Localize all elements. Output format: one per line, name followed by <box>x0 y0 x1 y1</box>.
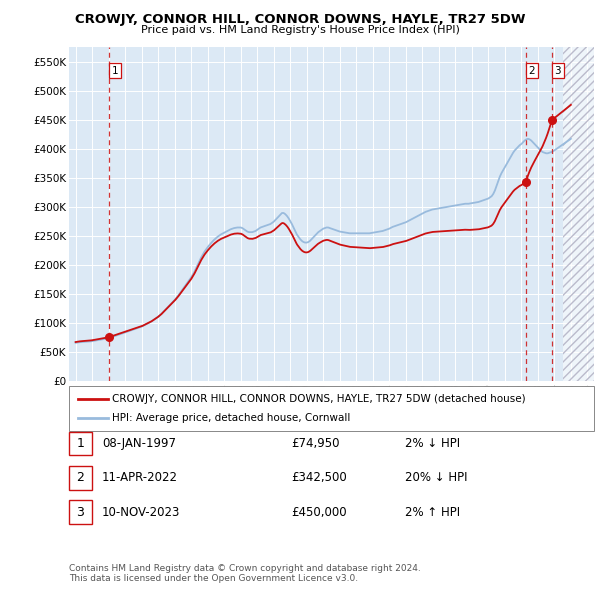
Text: 1: 1 <box>112 65 118 76</box>
Text: 10-NOV-2023: 10-NOV-2023 <box>102 506 181 519</box>
Text: £450,000: £450,000 <box>291 506 347 519</box>
Text: 3: 3 <box>554 65 561 76</box>
Text: £74,950: £74,950 <box>291 437 340 450</box>
Text: Price paid vs. HM Land Registry's House Price Index (HPI): Price paid vs. HM Land Registry's House … <box>140 25 460 35</box>
Text: CROWJY, CONNOR HILL, CONNOR DOWNS, HAYLE, TR27 5DW: CROWJY, CONNOR HILL, CONNOR DOWNS, HAYLE… <box>75 13 525 26</box>
Text: 1: 1 <box>76 437 85 450</box>
Text: 2% ↓ HPI: 2% ↓ HPI <box>405 437 460 450</box>
Text: HPI: Average price, detached house, Cornwall: HPI: Average price, detached house, Corn… <box>112 414 350 423</box>
Bar <box>563 47 600 381</box>
Text: 2: 2 <box>529 65 535 76</box>
Text: 3: 3 <box>76 506 85 519</box>
Text: CROWJY, CONNOR HILL, CONNOR DOWNS, HAYLE, TR27 5DW (detached house): CROWJY, CONNOR HILL, CONNOR DOWNS, HAYLE… <box>112 394 526 404</box>
Text: £342,500: £342,500 <box>291 471 347 484</box>
Text: 2% ↑ HPI: 2% ↑ HPI <box>405 506 460 519</box>
Text: Contains HM Land Registry data © Crown copyright and database right 2024.
This d: Contains HM Land Registry data © Crown c… <box>69 563 421 583</box>
Text: 2: 2 <box>76 471 85 484</box>
Bar <box>563 47 600 381</box>
Text: 08-JAN-1997: 08-JAN-1997 <box>102 437 176 450</box>
Text: 20% ↓ HPI: 20% ↓ HPI <box>405 471 467 484</box>
Text: 11-APR-2022: 11-APR-2022 <box>102 471 178 484</box>
